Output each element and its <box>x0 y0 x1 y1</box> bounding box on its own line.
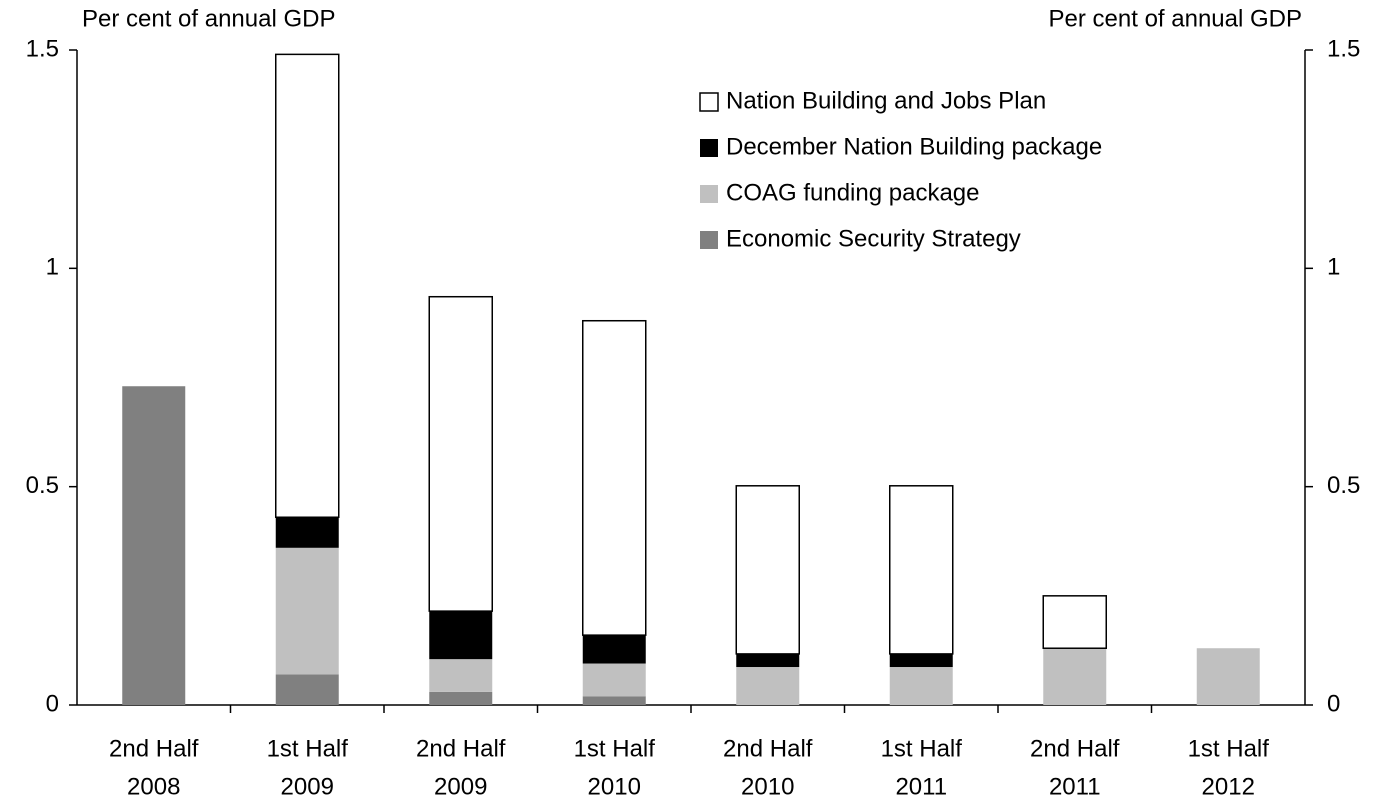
x-tick-label: 2008 <box>127 773 180 800</box>
y-tick-label: 1 <box>46 254 59 281</box>
bar-segment <box>889 667 953 705</box>
bar-segment <box>275 674 339 705</box>
bar-segment <box>429 691 493 705</box>
bar-segment <box>582 696 646 705</box>
x-tick-label: 2010 <box>741 773 794 800</box>
bar-segment <box>122 386 186 705</box>
y-tick-label: 0 <box>46 690 59 717</box>
x-tick-label: 2011 <box>1049 773 1101 800</box>
x-tick-label: 1st Half <box>881 735 963 762</box>
bar-segment <box>735 485 800 655</box>
x-tick-label: 1st Half <box>574 735 656 762</box>
bar-segment <box>275 547 339 675</box>
legend-swatch <box>699 92 719 112</box>
legend-swatch <box>700 139 718 157</box>
y2-tick-label: 0 <box>1327 690 1340 717</box>
legend-swatch <box>700 231 718 249</box>
x-tick-label: 2011 <box>895 773 947 800</box>
legend-label: Economic Security Strategy <box>726 225 1021 252</box>
bar-segment <box>582 319 647 636</box>
legend-label: COAG funding package <box>726 179 980 206</box>
legend-label: December Nation Building package <box>726 133 1102 160</box>
bar-segment <box>582 663 646 697</box>
bar-segment <box>736 667 800 705</box>
y-tick-label: 0.5 <box>26 472 59 499</box>
bar-segment <box>1043 648 1107 705</box>
legend-label: Nation Building and Jobs Plan <box>726 87 1046 114</box>
y2-tick-label: 1 <box>1327 254 1340 281</box>
bar-segment <box>428 295 493 612</box>
y2-tick-label: 0.5 <box>1327 472 1360 499</box>
x-tick-label: 1st Half <box>267 735 349 762</box>
x-tick-label: 2012 <box>1202 773 1255 800</box>
y2-tick-label: 1.5 <box>1327 35 1360 62</box>
bar-segment <box>889 485 954 655</box>
x-tick-label: 2009 <box>281 773 334 800</box>
x-tick-label: 2nd Half <box>1030 735 1120 762</box>
bar-segment <box>736 653 800 668</box>
bar-segment <box>275 53 340 518</box>
bar-segment <box>1196 648 1260 705</box>
x-tick-label: 1st Half <box>1188 735 1270 762</box>
bar-segment <box>582 635 646 664</box>
legend-swatch <box>700 185 718 203</box>
bar-segment <box>275 517 339 548</box>
bar-segment <box>889 653 953 668</box>
bar-segment <box>1042 595 1107 649</box>
bar-segment <box>429 659 493 692</box>
x-tick-label: 2nd Half <box>723 735 813 762</box>
x-tick-label: 2nd Half <box>109 735 199 762</box>
y2-axis-label: Per cent of annual GDP <box>1049 5 1302 32</box>
y-tick-label: 1.5 <box>26 35 59 62</box>
x-tick-label: 2010 <box>588 773 641 800</box>
x-tick-label: 2009 <box>434 773 487 800</box>
x-tick-label: 2nd Half <box>416 735 506 762</box>
bar-segment <box>429 611 493 660</box>
y-axis-label: Per cent of annual GDP <box>82 5 335 32</box>
